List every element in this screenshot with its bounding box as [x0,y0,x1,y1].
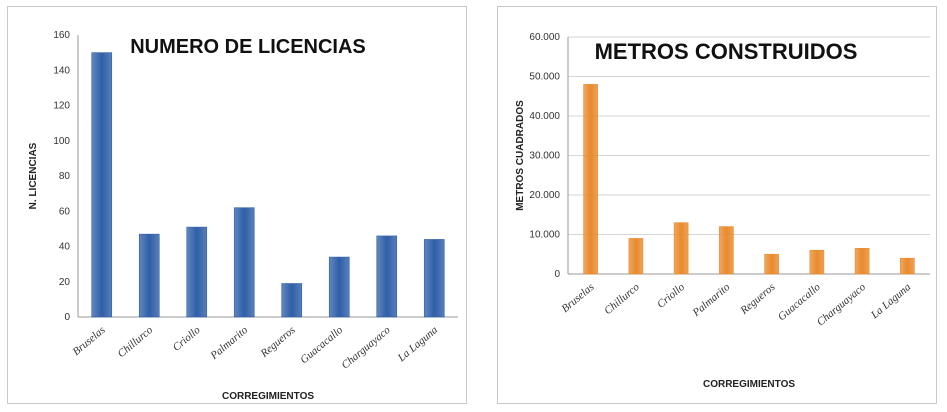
bar [628,238,644,275]
y-tick-label: 20.000 [529,190,560,201]
y-axis-title: N. LICENCIAS [28,142,39,209]
chart-title: NUMERO DE LICENCIAS [130,36,366,58]
y-tick-label: 0 [64,312,70,323]
y-tick-label: 40.000 [529,111,560,122]
y-tick-label: 80 [59,171,71,182]
y-tick-label: 120 [53,101,70,112]
category-label: Bruselas [70,324,107,358]
category-label: Charguayaco [815,281,869,329]
y-tick-label: 140 [53,65,70,76]
category-label: Regueros [258,324,298,360]
y-tick-label: 50.000 [529,72,560,83]
y-tick-label: 0 [554,269,560,280]
bar [673,222,689,275]
x-axis-title: CORREGIMIENTOS [703,379,795,390]
bar [854,248,870,275]
category-label: Criollo [171,324,203,354]
licencias-chart: 0 20 40 60 80 100 120 140 160 Bruselas Chillurco Cr… [28,30,458,402]
category-label: Guacacallo [776,281,823,324]
bar [583,84,598,275]
category-label: Palmarito [690,281,733,320]
bar [281,283,303,318]
bar [91,52,113,318]
chart-title: METROS CONSTRUIDOS [595,39,858,64]
category-label: Regueros [738,281,778,317]
bar [719,226,734,275]
metros-chart-panel: 0 10.000 20.000 30.000 40.000 50.000 60.000 Bru… [497,6,937,404]
y-tick-label: 60 [59,206,71,217]
category-label: Charguayaco [339,324,393,372]
licencias-chart-panel: 0 20 40 60 80 100 120 140 160 Bruselas Chillurco Cr… [7,6,467,404]
y-tick-label: 60.000 [529,32,560,43]
bar [376,235,398,318]
category-label: La Laguna [395,324,441,365]
category-label: Chillurco [602,281,642,317]
bar [809,250,825,275]
y-tick-label: 100 [53,136,70,147]
metros-chart: 0 10.000 20.000 30.000 40.000 50.000 60.000 Bru… [515,32,930,390]
category-label: Guacacallo [298,324,345,367]
y-tick-label: 30.000 [529,151,560,162]
category-label: Palmarito [208,324,251,363]
category-label: Chillurco [115,324,155,360]
y-tick-label: 20 [59,277,71,288]
category-label: Bruselas [559,281,596,315]
bar [900,257,915,275]
bar [423,239,445,318]
category-label: La Laguna [868,281,914,322]
bar [138,233,160,318]
y-axis-title: METROS CUADRADOS [515,100,526,211]
bar [328,256,350,318]
y-tick-label: 10.000 [529,230,560,241]
category-label: Criollo [655,281,687,311]
y-tick-label: 40 [59,242,71,253]
x-axis-title: CORREGIMIENTOS [222,391,314,402]
bar [186,226,208,318]
bar [233,207,255,318]
bar [764,253,779,275]
y-tick-label: 160 [53,30,70,41]
